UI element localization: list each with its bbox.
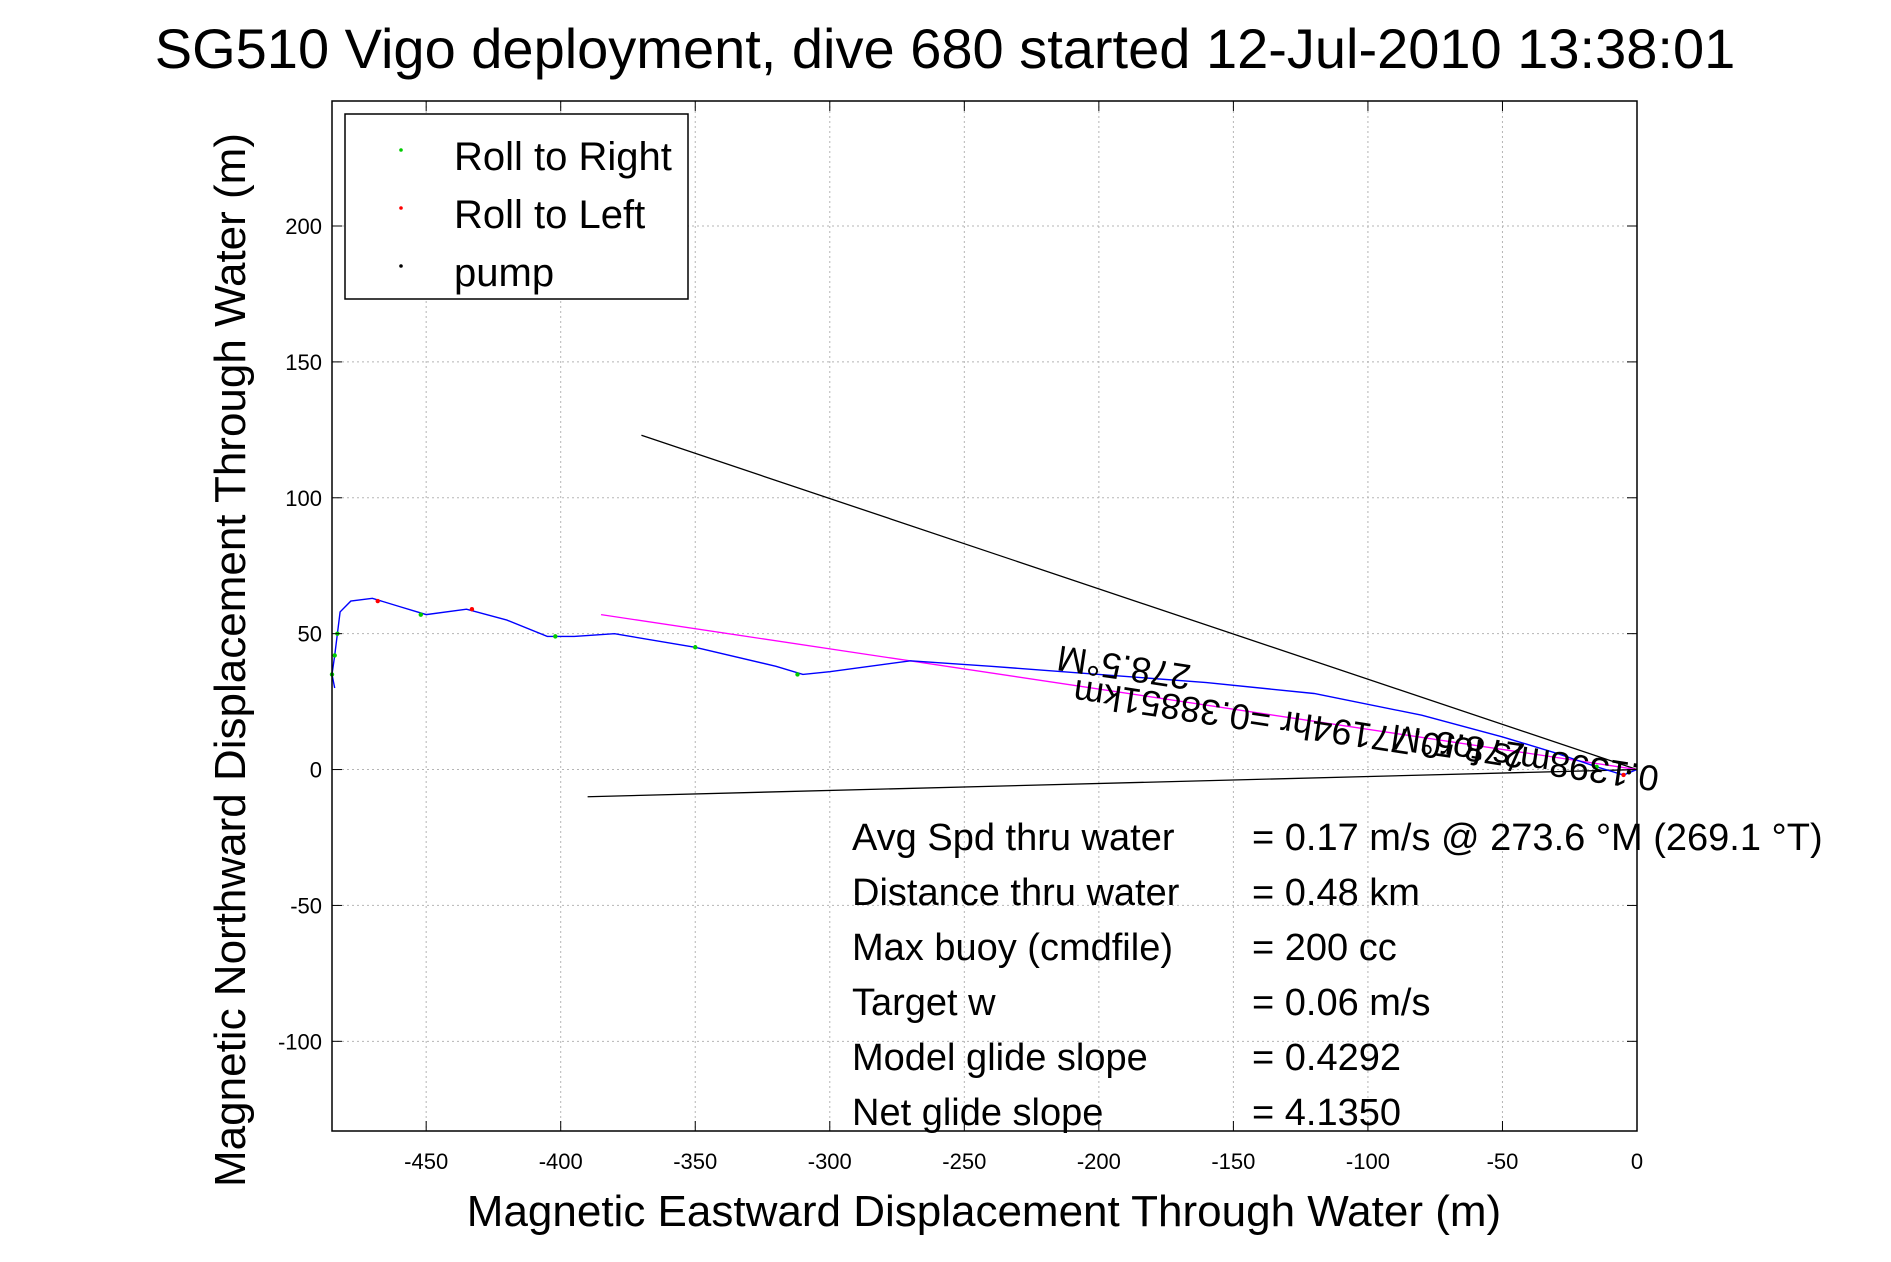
stat-label-3: Target w <box>852 982 996 1024</box>
x-axis-label: Magnetic Eastward Displacement Through W… <box>467 1187 1501 1236</box>
legend-label-roll-left: Roll to Left <box>454 193 645 237</box>
legend-box <box>344 113 689 300</box>
legend-marker-roll-left <box>399 206 403 210</box>
cone-line-1 <box>587 768 1638 798</box>
roll-right-point-0 <box>1594 764 1599 770</box>
x-tick-label-7: -100 <box>1346 1149 1390 1174</box>
y-axis-ticks: -100 -50 0 50 100 150 200 <box>278 214 1637 1054</box>
y-axis-label: Magnetic Northward Displacement Through … <box>206 133 255 1187</box>
x-tick-label-9: 0 <box>1631 1149 1643 1174</box>
plot-frame <box>331 100 1638 1132</box>
roll-left-point-2 <box>375 598 380 604</box>
legend-marker-roll-right <box>399 148 403 152</box>
markers-group <box>329 598 1632 778</box>
stat-label-5: Net glide slope <box>852 1092 1103 1134</box>
y-tick-label-1: -50 <box>290 893 322 918</box>
legend-label-pump: pump <box>454 251 554 295</box>
stat-value-2: = 200 cc <box>1252 927 1397 969</box>
y-tick-label-5: 150 <box>285 350 322 375</box>
roll-right-point-2 <box>693 645 698 650</box>
x-tick-label-1: -400 <box>539 1149 583 1174</box>
x-tick-label-4: -250 <box>942 1149 986 1174</box>
stat-value-1: = 0.48 km <box>1252 872 1420 914</box>
x-tick-label-5: -200 <box>1077 1149 1121 1174</box>
chart-title: SG510 Vigo deployment, dive 680 started … <box>155 17 1736 80</box>
stat-label-4: Model glide slope <box>852 1037 1148 1079</box>
y-tick-label-6: 200 <box>285 214 322 239</box>
y-tick-label-4: 100 <box>285 486 322 511</box>
y-tick-label-0: -100 <box>278 1029 322 1054</box>
stat-value-3: = 0.06 m/s <box>1252 982 1430 1024</box>
y-tick-label-2: 0 <box>310 758 322 783</box>
x-tick-label-2: -350 <box>673 1149 717 1174</box>
y-tick-label-3: 50 <box>298 622 322 647</box>
roll-left-point-1 <box>469 607 475 612</box>
stat-label-0: Avg Spd thru water <box>852 817 1175 859</box>
legend-label-roll-right: Roll to Right <box>454 135 672 179</box>
stat-value-0: = 0.17 m/s @ 273.6 °M (269.1 °T) <box>1252 817 1823 859</box>
cone-line-0 <box>641 434 1638 771</box>
legend-marker-pump <box>399 264 403 268</box>
x-tick-label-3: -300 <box>808 1149 852 1174</box>
stat-value-4: = 0.4292 <box>1252 1037 1401 1079</box>
roll-right-point-6 <box>332 653 337 658</box>
pump-point-0 <box>1626 770 1632 775</box>
x-axis-ticks: -450 -400 -350 -300 -250 -200 -150 -100 -50 0 <box>404 101 1643 1174</box>
legend: Roll to Right Roll to Left pump <box>344 113 689 300</box>
roll-right-point-3 <box>553 634 558 639</box>
stat-value-5: = 4.1350 <box>1252 1092 1401 1134</box>
cone-lines <box>587 434 1638 798</box>
heading-line-group <box>600 613 1638 771</box>
x-tick-label-0: -450 <box>404 1149 448 1174</box>
x-tick-label-8: -50 <box>1487 1149 1519 1174</box>
stats-block: Avg Spd thru water = 0.17 m/s @ 273.6 °M … <box>852 817 1823 1134</box>
stat-label-2: Max buoy (cmdfile) <box>852 927 1173 969</box>
roll-right-point-4 <box>418 612 423 617</box>
roll-left-point-0 <box>1621 772 1626 778</box>
roll-right-point-1 <box>795 672 800 677</box>
heading-line <box>600 613 1638 771</box>
stat-label-1: Distance thru water <box>852 872 1180 914</box>
x-tick-label-6: -150 <box>1211 1149 1255 1174</box>
